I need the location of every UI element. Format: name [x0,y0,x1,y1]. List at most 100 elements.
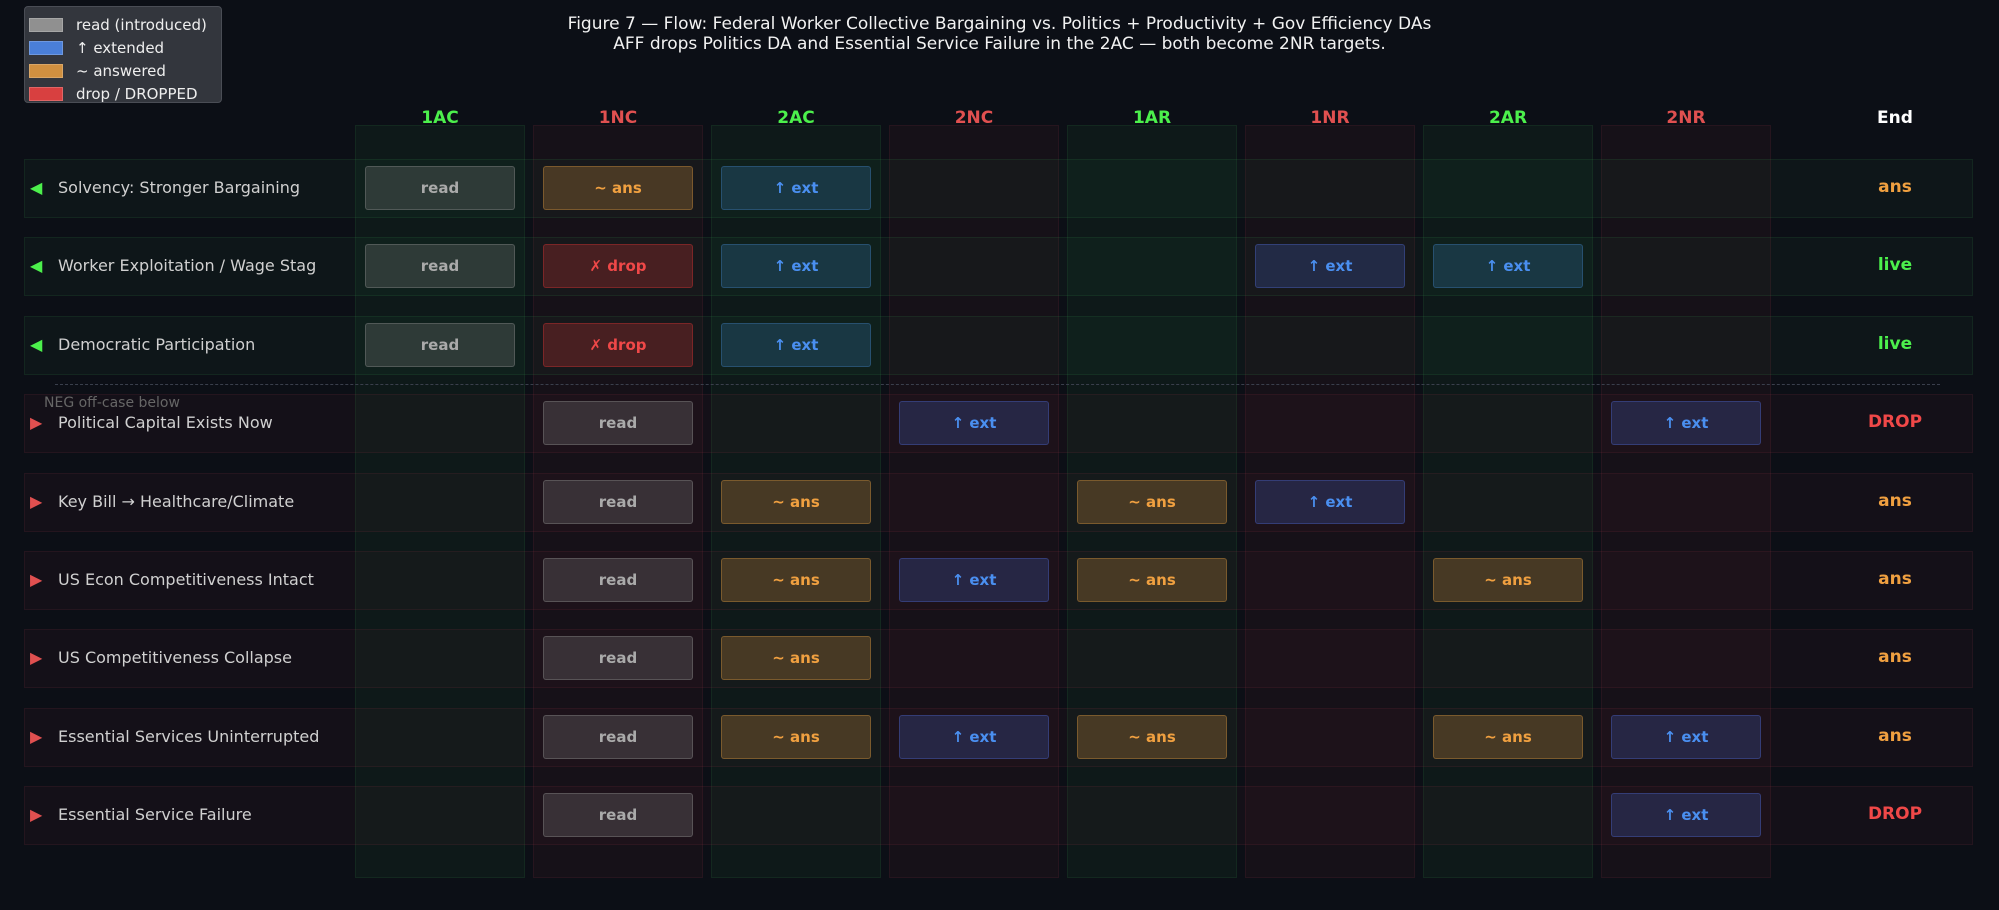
flow-cell-ext: ↑ ext [1611,793,1761,838]
flow-cell-read: read [543,401,693,446]
flow-cell-ext: ↑ ext [899,714,1049,759]
column-header: 2AC [777,108,815,128]
flow-cell-ext: ↑ ext [721,166,871,210]
row-label: ▶ Political Capital Exists Now [30,413,273,433]
column-header: 2NR [1666,108,1706,128]
column-header: 2NC [954,108,994,128]
legend-label: ~ answered [76,61,166,80]
flow-cell-read: read [365,244,515,289]
row-label-text: US Econ Competitiveness Intact [58,570,314,589]
flow-cell-ans: ~ ans [721,636,871,681]
aff-arrow-icon: ◀ [30,178,43,197]
row-label: ▶ US Econ Competitiveness Intact [30,570,314,590]
column-1NR [1245,125,1415,878]
flow-cell-ext: ↑ ext [899,401,1049,446]
column-2NC [889,125,1059,878]
column-header: 2AR [1488,108,1528,128]
column-1NC [533,125,703,878]
row-band [24,237,1973,297]
column-1AC [355,125,525,878]
neg-arrow-icon: ▶ [30,648,43,668]
column-2NR [1601,125,1771,878]
column-2AR [1423,125,1593,878]
flow-cell-ans: ~ ans [721,714,871,759]
end-status: DROP [1867,412,1923,433]
flow-cell-ans: ~ ans [1433,714,1583,759]
flow-cell-read: read [543,636,693,681]
row-label-text: Essential Services Uninterrupted [58,726,320,746]
aff-arrow-icon: ◀ [30,334,43,354]
legend-item: ↑ extended [29,36,217,59]
flow-cell-ans: ~ ans [1077,479,1227,524]
offcase-label: NEG off-case below [44,395,180,411]
row-label: ▶ Key Bill → Healthcare/Climate [30,492,294,512]
row-label: ◀ Democratic Participation [30,335,255,355]
row-label-text: Worker Exploitation / Wage Stag [58,256,317,276]
flow-cell-read: read [365,166,515,210]
legend-item: drop / DROPPED [29,82,217,105]
row-label-text: Solvency: Stronger Bargaining [58,178,301,197]
row-label-text: Democratic Participation [58,334,256,354]
offcase-divider [55,384,1940,385]
row-band [24,159,1973,218]
flow-cell-ext: ↑ ext [1255,479,1405,524]
column-header: 1AR [1132,108,1172,128]
end-column-header: End [1877,108,1913,128]
neg-arrow-icon: ▶ [30,491,43,511]
flow-cell-ans: ~ ans [1077,714,1227,759]
legend-label: drop / DROPPED [76,84,198,103]
flow-cell-ans: ~ ans [721,558,871,602]
row-band [24,707,1973,767]
flow-cell-ans: ~ ans [1077,558,1227,602]
row-label: ▶ US Competitiveness Collapse [30,648,292,668]
column-1AR [1067,125,1237,878]
legend-item: read (introduced) [29,13,217,36]
end-status: ans [1878,490,1912,511]
row-label-text: Key Bill → Healthcare/Climate [58,491,295,511]
row-band [24,315,1973,375]
neg-arrow-icon: ▶ [30,805,43,825]
end-status: ans [1878,725,1912,746]
legend-item: ~ answered [29,59,217,82]
flow-cell-read: read [543,479,693,524]
flow-cell-ext: ↑ ext [899,558,1049,602]
column-header: 1NR [1310,108,1350,128]
column-2AC [711,125,881,878]
flow-cell-ext: ↑ ext [1611,714,1761,759]
row-label: ◀ Solvency: Stronger Bargaining [30,178,300,198]
neg-arrow-icon: ▶ [30,570,43,589]
row-band [24,786,1973,846]
row-band [24,394,1973,454]
neg-arrow-icon: ▶ [30,726,43,746]
legend-label: read (introduced) [76,15,207,34]
flow-cell-ans: ~ ans [1433,558,1583,602]
figure-title: Figure 7 — Flow: Federal Worker Collecti… [567,14,1432,34]
aff-arrow-icon: ◀ [30,256,43,276]
row-label: ▶ Essential Service Failure [30,805,252,825]
row-label-text: Political Capital Exists Now [58,413,273,433]
flow-cell-read: read [543,714,693,759]
row-band [24,472,1973,532]
row-label: ◀ Worker Exploitation / Wage Stag [30,256,316,276]
legend-swatch [29,40,63,55]
flow-cell-ans: ~ ans [543,166,693,210]
end-status: DROP [1867,804,1923,825]
legend-label: ↑ extended [76,38,165,57]
flow-cell-drop: ✗ drop [543,322,693,367]
figure-subtitle: AFF drops Politics DA and Essential Serv… [613,34,1386,54]
flow-cell-read: read [543,558,693,602]
row-label-text: US Competitiveness Collapse [58,648,292,668]
end-status: live [1877,255,1913,276]
column-header: 1AC [421,108,459,128]
neg-arrow-icon: ▶ [30,413,43,433]
legend-swatch [29,63,63,78]
flow-cell-ext: ↑ ext [721,322,871,367]
legend-swatch [29,86,63,101]
end-status: live [1877,333,1913,354]
end-status: ans [1878,647,1912,668]
row-label-text: Essential Service Failure [58,805,252,825]
flow-cell-ext: ↑ ext [1255,244,1405,289]
row-band [24,551,1973,610]
flow-cell-ext: ↑ ext [721,244,871,289]
row-band [24,629,1973,689]
